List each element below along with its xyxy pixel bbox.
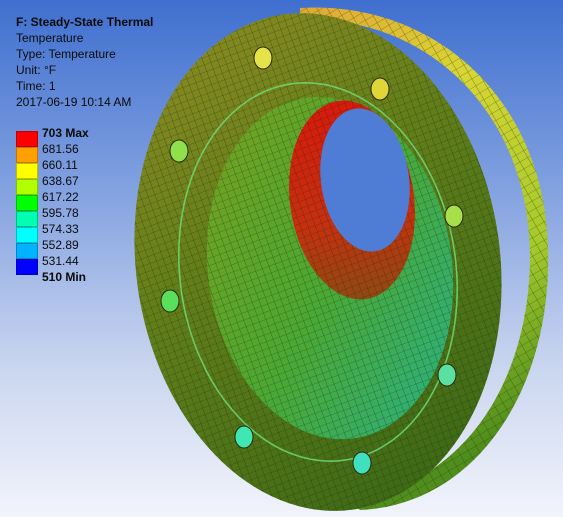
legend-level-label: 574.33: [42, 222, 79, 236]
result-name: Temperature: [16, 31, 84, 45]
bolt-hole: [253, 46, 273, 70]
bolt-holes: [160, 46, 464, 475]
raised-face-ring: [178, 82, 458, 462]
legend-swatch: [16, 179, 38, 195]
analysis-title: F: Steady-State Thermal: [16, 15, 154, 29]
legend-max-label: 703 Max: [42, 126, 89, 140]
result-time: Time: 1: [16, 79, 56, 93]
bolt-hole: [352, 451, 372, 475]
legend-level-label: 617.22: [42, 190, 79, 204]
result-type: Type: Temperature: [16, 47, 116, 61]
legend-color-bar: [16, 131, 38, 275]
legend-level-label: 660.11: [42, 158, 78, 172]
bolt-hole: [370, 77, 390, 101]
legend-labels: 703 Max 681.56 660.11 638.67 617.22 595.…: [42, 125, 89, 285]
legend-level-label: 531.44: [42, 254, 79, 268]
legend-level-label: 552.89: [42, 238, 79, 252]
legend-swatch: [16, 147, 38, 163]
legend-level-label: 595.78: [42, 206, 79, 220]
legend-level-label: 681.56: [42, 142, 79, 156]
legend-swatch: [16, 227, 38, 243]
bolt-hole: [437, 363, 457, 387]
bolt-hole: [234, 425, 254, 449]
bolt-hole: [444, 204, 464, 228]
legend-swatch: [16, 243, 38, 259]
legend-level-label: 638.67: [42, 174, 79, 188]
result-info-panel: F: Steady-State Thermal Temperature Type…: [16, 14, 153, 110]
legend-min-label: 510 Min: [42, 270, 87, 284]
bolt-hole: [160, 289, 180, 313]
legend-swatch: [16, 131, 38, 147]
result-timestamp: 2017-06-19 10:14 AM: [16, 95, 132, 109]
legend-swatch: [16, 195, 38, 211]
legend-swatch: [16, 211, 38, 227]
bolt-hole: [169, 139, 189, 163]
legend-swatch: [16, 163, 38, 179]
bore-opening: [320, 108, 410, 252]
legend-swatch: [16, 259, 38, 275]
result-unit: Unit: °F: [16, 63, 57, 77]
